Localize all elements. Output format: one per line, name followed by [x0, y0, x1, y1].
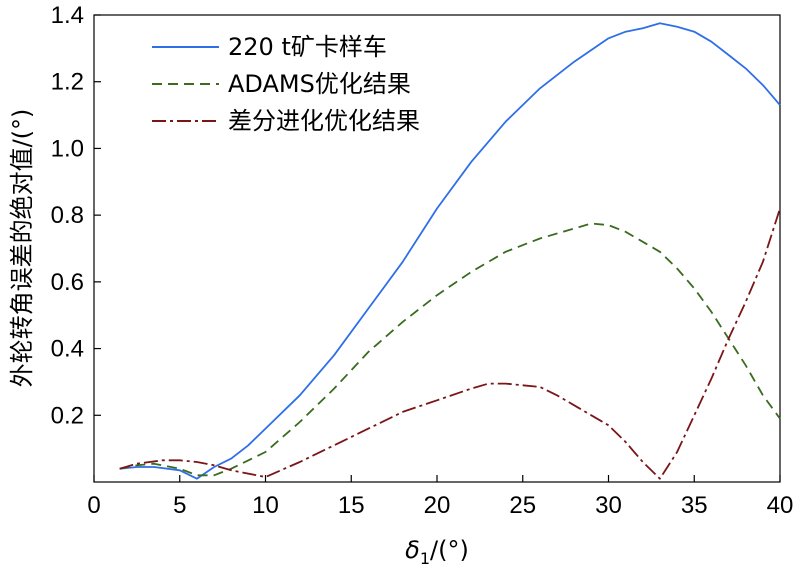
y-tick-label: 1.2 [51, 69, 84, 96]
y-tick-label: 1.0 [51, 135, 84, 162]
x-tick-label: 40 [767, 492, 794, 519]
x-axis-ticks: 0 5 10 15 20 25 30 35 40 [87, 475, 793, 519]
x-tick-label: 0 [87, 492, 100, 519]
legend: 220 t矿卡样车 ADAMS优化结果 差分进化优化结果 [152, 33, 420, 135]
x-tick-label: 30 [595, 492, 622, 519]
x-tick-label: 20 [424, 492, 451, 519]
y-tick-label: 0.2 [51, 402, 84, 429]
y-tick-label: 1.4 [51, 2, 84, 29]
y-tick-label: 0.6 [51, 269, 84, 296]
x-tick-label: 10 [252, 492, 279, 519]
series-line-2 [119, 208, 781, 480]
y-tick-label: 0.8 [51, 202, 84, 229]
x-axis-label-symbol: δ [405, 536, 420, 564]
series-layer [119, 22, 781, 480]
x-tick-label: 35 [681, 492, 708, 519]
y-axis-ticks: 0.2 0.4 0.6 0.8 1.0 1.2 1.4 [51, 2, 101, 429]
legend-label-2: 差分进化优化结果 [228, 107, 420, 135]
series-line-1 [119, 222, 781, 477]
legend-label-1: ADAMS优化结果 [228, 70, 411, 98]
x-axis-label: δ1/(°) [405, 536, 469, 568]
x-tick-label: 5 [173, 492, 186, 519]
x-axis-label-subscript: 1 [420, 549, 430, 568]
legend-label-0: 220 t矿卡样车 [228, 33, 387, 61]
series-line-0 [119, 22, 781, 480]
x-tick-label: 25 [509, 492, 536, 519]
x-axis-label-unit: /(°) [430, 536, 469, 564]
y-tick-label: 0.4 [51, 336, 84, 363]
plot-frame [93, 14, 781, 483]
y-axis-label: 外轮转角误差的绝对值/(°) [8, 109, 36, 388]
x-tick-label: 15 [338, 492, 365, 519]
